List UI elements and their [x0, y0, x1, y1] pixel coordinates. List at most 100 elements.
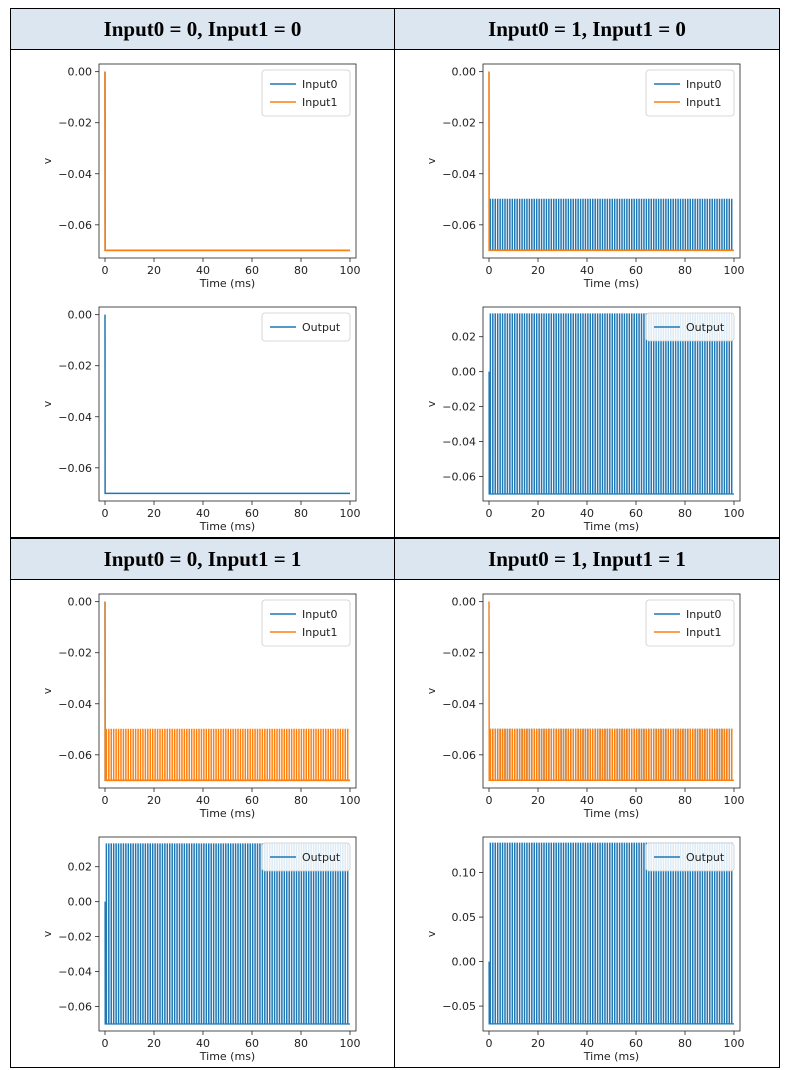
legend: Output — [645, 842, 735, 872]
x-tick-label: 0 — [102, 794, 109, 807]
axes-frame — [482, 836, 741, 1032]
y-axis-label: v — [425, 157, 438, 164]
y-tick-label: −0.06 — [442, 471, 476, 484]
y-tick-label: −0.02 — [58, 360, 92, 373]
series-input1 — [104, 601, 350, 781]
x-tick-label: 20 — [531, 264, 545, 277]
x-tick-label: 20 — [531, 507, 545, 520]
series-line-input1 — [104, 71, 350, 252]
panel-title: Input0 = 0, Input1 = 1 — [11, 537, 394, 580]
y-tick-label: −0.02 — [58, 931, 92, 944]
x-tick-label: 60 — [245, 1037, 259, 1050]
y-tick-label: 0.00 — [68, 896, 93, 909]
x-axis-label: Time (ms) — [583, 1050, 639, 1063]
x-axis-label: Time (ms) — [583, 277, 639, 290]
y-tick-label: 0.00 — [452, 366, 477, 379]
y-axis-label: v — [425, 930, 438, 937]
x-tick-label: 0 — [486, 507, 493, 520]
x-axis-label: Time (ms) — [583, 807, 639, 820]
series-input1 — [488, 71, 734, 252]
y-axis-label: v — [425, 400, 438, 407]
y-axis-label: v — [41, 157, 54, 164]
legend: Input0 Input1 — [261, 599, 351, 647]
legend-label: Input1 — [686, 96, 721, 109]
plot-1-1: 0.02 0.00 −0.02 −0.04 −0.06 0 20 40 60 80 100 Time … — [425, 306, 745, 533]
y-tick-label: 0.00 — [68, 66, 93, 79]
x-tick-label: 80 — [294, 507, 308, 520]
panel-input0-0-input1-0: Input0 = 0, Input1 = 0 0.00 −0.02 −0.04 −0.… — [11, 9, 395, 537]
x-axis-label: Time (ms) — [583, 520, 639, 533]
y-tick-label: 0.00 — [452, 66, 477, 79]
y-tick-label: 0.10 — [452, 867, 477, 880]
y-tick-label: 0.00 — [452, 596, 477, 609]
panel-plots: 0.00 −0.02 −0.04 −0.06 0 20 40 60 80 100 Time (ms)… — [395, 580, 779, 1067]
y-tick-label: −0.04 — [442, 698, 476, 711]
x-tick-label: 60 — [245, 507, 259, 520]
axes-frame — [98, 593, 357, 789]
panel-input0-0-input1-1: Input0 = 0, Input1 = 1 0.00 −0.02 −0.04 −0.… — [11, 537, 395, 1067]
y-tick-label: −0.04 — [442, 168, 476, 181]
y-tick-label: 0.00 — [452, 956, 477, 969]
y-tick-label: −0.06 — [58, 219, 92, 232]
x-tick-label: 0 — [486, 794, 493, 807]
legend-box — [645, 599, 735, 647]
results-table: Input0 = 0, Input1 = 0 0.00 −0.02 −0.04 −0.… — [10, 8, 780, 1068]
legend-label: Input1 — [302, 626, 337, 639]
y-tick-label: −0.02 — [442, 117, 476, 130]
legend-label: Output — [686, 321, 725, 334]
y-tick-label: −0.04 — [58, 411, 92, 424]
y-tick-label: −0.04 — [58, 168, 92, 181]
x-tick-label: 100 — [340, 1037, 361, 1050]
x-tick-label: 40 — [580, 264, 594, 277]
x-tick-label: 60 — [629, 264, 643, 277]
y-axis-label: v — [425, 687, 438, 694]
x-axis-label: Time (ms) — [199, 277, 255, 290]
axes-frame — [482, 63, 741, 259]
legend: Input0 Input1 — [645, 69, 735, 117]
panel-plots: 0.00 −0.02 −0.04 −0.06 0 20 40 60 80 100 Time (ms)… — [395, 50, 779, 537]
y-tick-label: −0.02 — [442, 401, 476, 414]
legend-label: Output — [302, 851, 341, 864]
x-tick-label: 40 — [196, 1037, 210, 1050]
panel-title: Input0 = 1, Input1 = 0 — [395, 9, 779, 50]
legend: Input0 Input1 — [261, 69, 351, 117]
legend-box — [261, 842, 351, 872]
series-input1 — [104, 71, 350, 252]
y-tick-label: −0.02 — [442, 647, 476, 660]
x-tick-label: 40 — [196, 794, 210, 807]
axes-frame — [98, 63, 357, 259]
series-output — [104, 314, 350, 495]
legend-label: Input0 — [302, 608, 337, 621]
x-tick-label: 20 — [147, 264, 161, 277]
legend-box — [261, 69, 351, 117]
plot-3-0: 0.00 −0.02 −0.04 −0.06 0 20 40 60 80 100 Time (ms)… — [425, 593, 745, 820]
legend: Output — [261, 312, 351, 342]
panel-plots: 0.00 −0.02 −0.04 −0.06 0 20 40 60 80 100 Time (ms)… — [11, 50, 394, 537]
legend: Output — [261, 842, 351, 872]
x-tick-label: 60 — [245, 264, 259, 277]
x-tick-label: 100 — [340, 794, 361, 807]
series-line-input1 — [488, 601, 734, 781]
y-axis-label: v — [41, 687, 54, 694]
x-tick-label: 20 — [531, 794, 545, 807]
y-tick-label: 0.00 — [68, 309, 93, 322]
plot-0-1: 0.00 −0.02 −0.04 −0.06 0 20 40 60 80 100 Time (ms)… — [41, 306, 361, 533]
y-tick-label: −0.02 — [58, 647, 92, 660]
y-tick-label: −0.06 — [442, 749, 476, 762]
y-tick-label: −0.04 — [58, 966, 92, 979]
legend: Input0 Input1 — [645, 599, 735, 647]
y-tick-label: 0.05 — [452, 911, 477, 924]
x-tick-label: 60 — [629, 1037, 643, 1050]
x-tick-label: 40 — [196, 507, 210, 520]
x-tick-label: 100 — [724, 794, 745, 807]
x-tick-label: 100 — [340, 264, 361, 277]
legend-label: Input0 — [686, 78, 721, 91]
x-tick-label: 100 — [724, 507, 745, 520]
legend-box — [645, 312, 735, 342]
x-tick-label: 60 — [629, 794, 643, 807]
legend-box — [261, 312, 351, 342]
x-tick-label: 100 — [340, 507, 361, 520]
y-tick-label: −0.02 — [58, 117, 92, 130]
x-axis-label: Time (ms) — [199, 807, 255, 820]
x-tick-label: 40 — [196, 264, 210, 277]
